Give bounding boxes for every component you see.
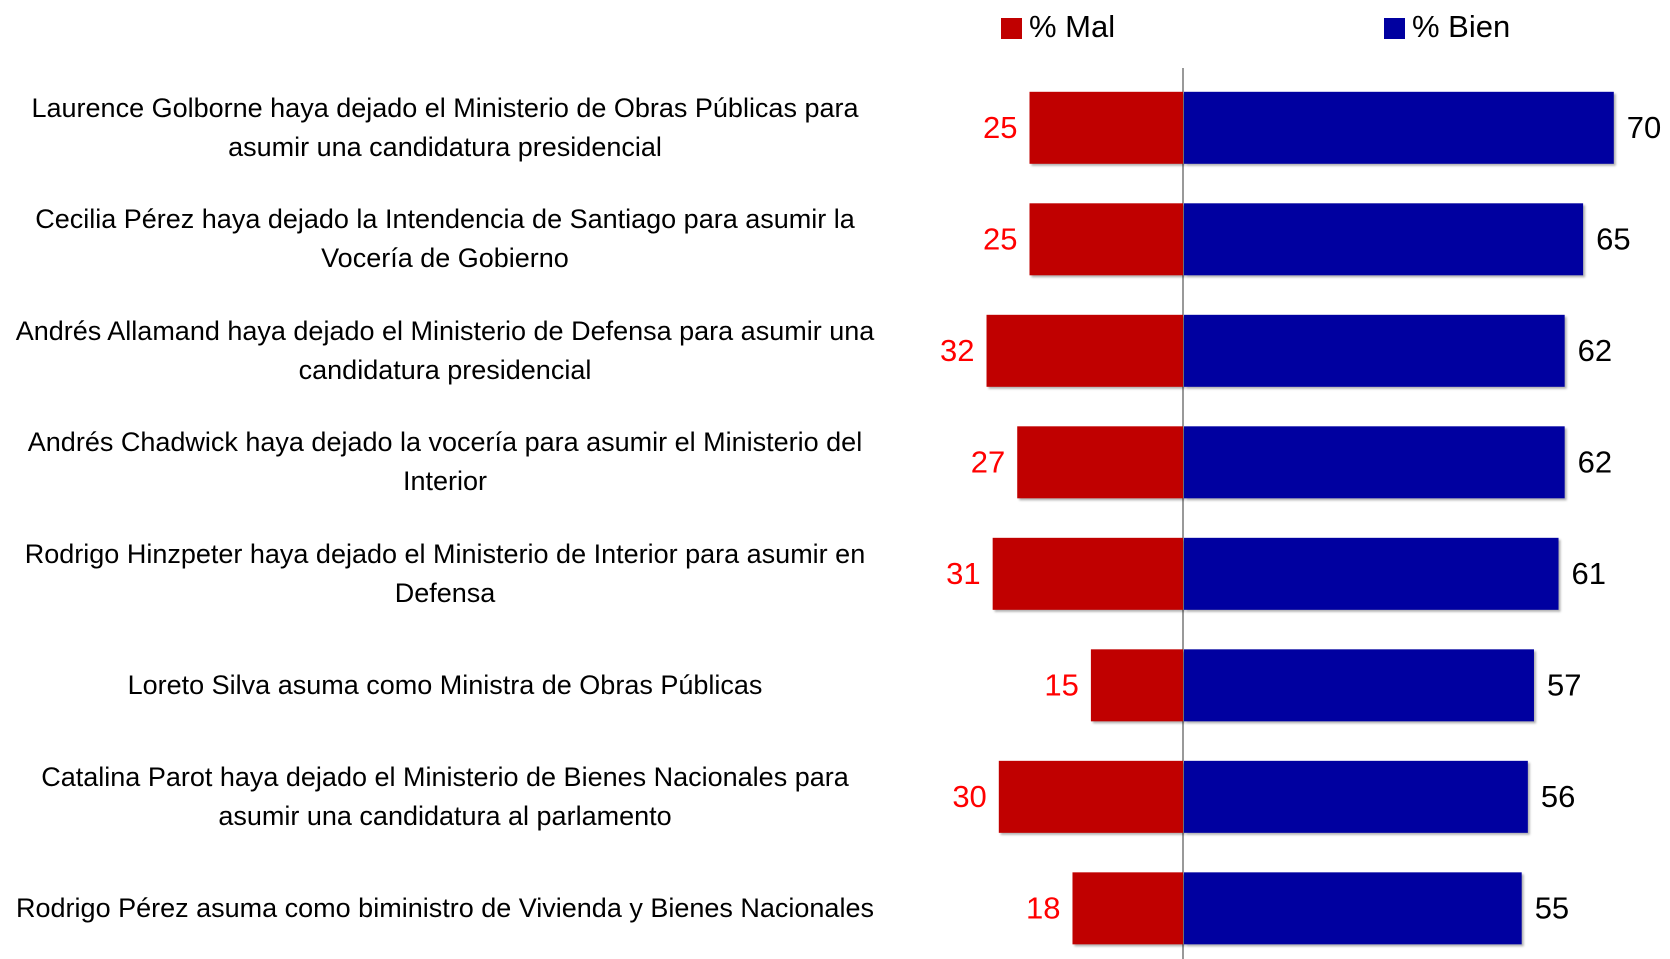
bar [1184,760,1528,833]
value-label: 27 [971,445,1005,480]
value-label: 25 [983,221,1017,256]
bar [1184,649,1534,722]
legend-swatch [1384,18,1405,39]
value-label: 32 [940,333,974,368]
category-label: Loreto Silva asuma como Ministra de Obra… [127,669,763,700]
value-label: 25 [983,110,1017,145]
bar [1184,872,1522,945]
value-label: 65 [1596,221,1630,256]
legend-label: % Mal [1029,9,1115,44]
value-label: 18 [1026,891,1060,926]
bar [1184,203,1584,276]
bar [1184,91,1614,164]
category-label: Rodrigo Hinzpeter haya dejado el Ministe… [24,538,866,608]
value-label: 70 [1627,110,1661,145]
category-label: Andrés Allamand haya dejado el Ministeri… [15,315,875,385]
value-label: 62 [1578,333,1612,368]
category-label: Rodrigo Pérez asuma como biministro de V… [16,892,874,923]
bar [992,537,1183,610]
value-label: 61 [1572,556,1606,591]
legend-label: % Bien [1412,9,1510,44]
category-label: Andrés Chadwick haya dejado la vocería p… [27,427,863,497]
value-label: 62 [1578,445,1612,480]
bar [1184,426,1565,499]
bar [998,760,1183,833]
bar [1072,872,1183,945]
value-label: 57 [1547,668,1581,703]
bar [1184,314,1565,387]
legend-swatch [1001,18,1022,39]
bar [1184,537,1559,610]
value-label: 30 [952,779,986,814]
category-label: Cecilia Pérez haya dejado la Intendencia… [35,204,855,274]
bar [1017,426,1183,499]
value-label: 55 [1535,891,1569,926]
category-label: Catalina Parot haya dejado el Ministerio… [41,761,849,831]
value-label: 15 [1044,668,1078,703]
value-label: 31 [946,556,980,591]
bar [986,314,1183,387]
bar [1090,649,1183,722]
category-label: Laurence Golborne haya dejado el Ministe… [31,92,859,162]
bar [1029,203,1183,276]
value-label: 56 [1541,779,1575,814]
bar [1029,91,1183,164]
